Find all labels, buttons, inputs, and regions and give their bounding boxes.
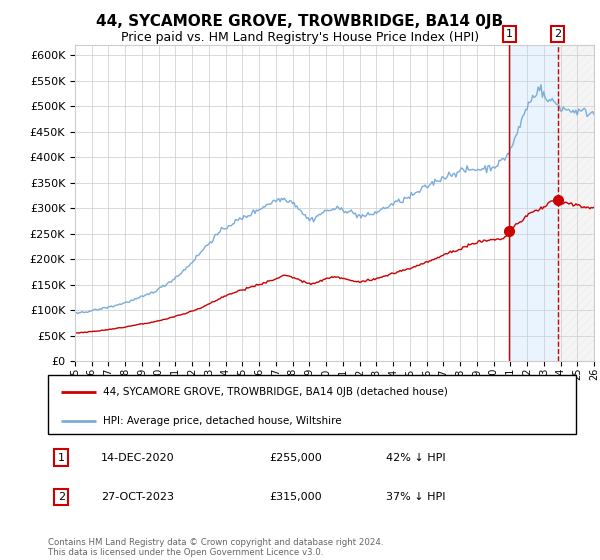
Text: 27-OCT-2023: 27-OCT-2023 bbox=[101, 492, 174, 502]
Bar bbox=[557, 45, 594, 361]
Text: 14-DEC-2020: 14-DEC-2020 bbox=[101, 453, 175, 463]
Text: Price paid vs. HM Land Registry's House Price Index (HPI): Price paid vs. HM Land Registry's House … bbox=[121, 31, 479, 44]
Text: £315,000: £315,000 bbox=[270, 492, 322, 502]
Text: £255,000: £255,000 bbox=[270, 453, 323, 463]
Text: 44, SYCAMORE GROVE, TROWBRIDGE, BA14 0JB (detached house): 44, SYCAMORE GROVE, TROWBRIDGE, BA14 0JB… bbox=[103, 386, 448, 396]
Text: 2: 2 bbox=[58, 492, 65, 502]
Text: 2: 2 bbox=[554, 29, 561, 39]
Text: Contains HM Land Registry data © Crown copyright and database right 2024.
This d: Contains HM Land Registry data © Crown c… bbox=[48, 538, 383, 557]
FancyBboxPatch shape bbox=[48, 375, 576, 434]
Text: 37% ↓ HPI: 37% ↓ HPI bbox=[386, 492, 445, 502]
Text: 1: 1 bbox=[58, 453, 65, 463]
Text: 44, SYCAMORE GROVE, TROWBRIDGE, BA14 0JB: 44, SYCAMORE GROVE, TROWBRIDGE, BA14 0JB bbox=[97, 14, 503, 29]
Text: HPI: Average price, detached house, Wiltshire: HPI: Average price, detached house, Wilt… bbox=[103, 416, 342, 426]
Text: 1: 1 bbox=[506, 29, 513, 39]
Text: 42% ↓ HPI: 42% ↓ HPI bbox=[386, 453, 446, 463]
Bar bbox=[509, 45, 557, 361]
